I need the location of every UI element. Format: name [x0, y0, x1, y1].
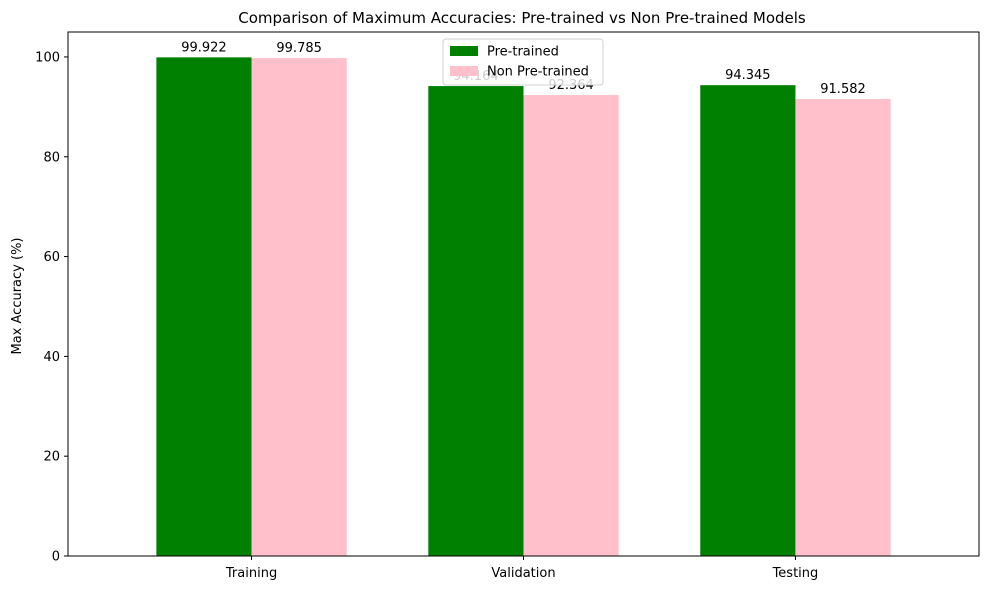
- bar-pre-trained-testing: [700, 85, 796, 556]
- y-axis-label: Max Accuracy (%): [10, 238, 25, 355]
- bars-layer: [156, 57, 891, 557]
- bar-pre-trained-validation: [428, 86, 524, 557]
- bar-value-label: 99.922: [181, 40, 227, 55]
- y-axis: 0 20 40 60 80 100: [35, 50, 68, 565]
- y-tick-label: 80: [43, 150, 60, 165]
- legend-label: Pre-trained: [487, 45, 559, 60]
- bar-pre-trained-training: [156, 57, 252, 556]
- y-tick-label: 60: [43, 250, 60, 265]
- bar-value-label: 94.345: [725, 68, 771, 83]
- x-tick-label: Training: [225, 566, 277, 581]
- x-axis: Training Validation Testing: [225, 556, 818, 581]
- x-tick-label: Validation: [491, 566, 555, 581]
- legend: Pre-trained Non Pre-trained: [442, 38, 604, 86]
- chart-title: Comparison of Maximum Accuracies: Pre-tr…: [238, 9, 806, 27]
- y-tick-label: 40: [43, 350, 60, 365]
- legend-box: [442, 38, 604, 86]
- legend-swatch-pre-trained: [450, 46, 478, 56]
- bar-non-pre-trained-validation: [523, 95, 619, 556]
- bar-non-pre-trained-training: [251, 58, 347, 557]
- plot-frame: [67, 31, 980, 557]
- x-tick-label: Testing: [772, 566, 819, 581]
- legend-swatch-non-pre-trained: [450, 66, 478, 76]
- y-tick-label: 100: [35, 50, 60, 65]
- bar-value-label: 99.785: [276, 41, 322, 56]
- bar-value-label: 91.582: [820, 82, 866, 97]
- y-tick-label: 0: [52, 550, 60, 565]
- y-tick-label: 20: [43, 450, 60, 465]
- bar-non-pre-trained-testing: [795, 98, 891, 556]
- legend-label: Non Pre-trained: [487, 65, 589, 80]
